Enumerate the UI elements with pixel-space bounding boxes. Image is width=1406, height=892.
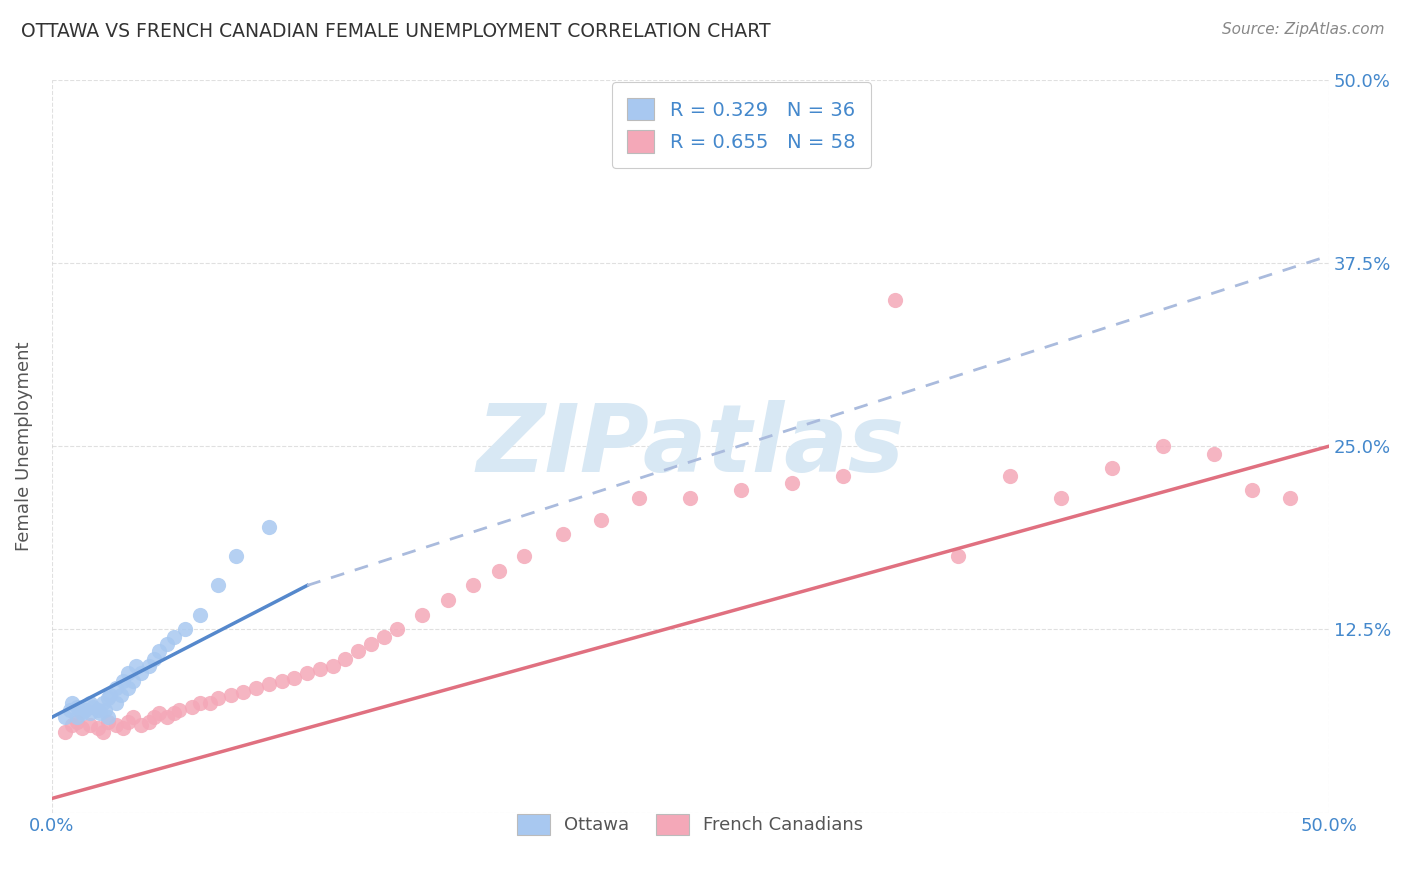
Point: [66, 700, 89, 714]
Point: [309, 662, 332, 676]
Point: [1202, 447, 1225, 461]
Legend: Ottawa, French Canadians: Ottawa, French Canadians: [508, 805, 872, 844]
Point: [335, 651, 357, 665]
Point: [104, 681, 127, 695]
Point: [589, 512, 612, 526]
Point: [79, 717, 101, 731]
Point: [169, 703, 191, 717]
Y-axis label: Female Unemployment: Female Unemployment: [15, 342, 32, 551]
Point: [411, 607, 433, 622]
Point: [148, 644, 170, 658]
Point: [104, 717, 127, 731]
Point: [138, 714, 160, 729]
Point: [257, 676, 280, 690]
Point: [60, 696, 83, 710]
Point: [463, 578, 485, 592]
Point: [295, 666, 318, 681]
Point: [225, 549, 247, 564]
Point: [385, 623, 408, 637]
Point: [91, 696, 114, 710]
Point: [91, 725, 114, 739]
Point: [97, 710, 120, 724]
Point: [60, 717, 83, 731]
Point: [110, 689, 132, 703]
Point: [100, 689, 122, 703]
Point: [125, 659, 148, 673]
Point: [87, 703, 110, 717]
Point: [87, 721, 110, 735]
Point: [66, 710, 89, 724]
Point: [551, 527, 574, 541]
Point: [373, 630, 395, 644]
Point: [89, 706, 111, 720]
Text: OTTAWA VS FRENCH CANADIAN FEMALE UNEMPLOYMENT CORRELATION CHART: OTTAWA VS FRENCH CANADIAN FEMALE UNEMPLO…: [21, 22, 770, 41]
Point: [883, 293, 905, 307]
Point: [730, 483, 752, 498]
Point: [998, 468, 1021, 483]
Point: [1241, 483, 1264, 498]
Point: [122, 710, 145, 724]
Point: [53, 725, 76, 739]
Point: [104, 696, 127, 710]
Point: [117, 714, 139, 729]
Point: [948, 549, 970, 564]
Point: [156, 637, 179, 651]
Point: [117, 681, 139, 695]
Text: ZIPatlas: ZIPatlas: [477, 401, 904, 492]
Point: [488, 564, 510, 578]
Point: [1101, 461, 1123, 475]
Point: [72, 706, 94, 720]
Point: [322, 659, 344, 673]
Point: [79, 696, 101, 710]
Point: [79, 706, 101, 720]
Point: [82, 700, 104, 714]
Point: [173, 623, 195, 637]
Point: [679, 491, 702, 505]
Point: [112, 673, 135, 688]
Point: [513, 549, 536, 564]
Point: [1049, 491, 1071, 505]
Point: [628, 491, 651, 505]
Point: [270, 673, 292, 688]
Point: [232, 685, 254, 699]
Point: [94, 703, 117, 717]
Point: [198, 696, 221, 710]
Point: [53, 710, 76, 724]
Point: [142, 710, 165, 724]
Point: [207, 578, 229, 592]
Point: [832, 468, 855, 483]
Point: [117, 666, 139, 681]
Point: [188, 696, 211, 710]
Text: Source: ZipAtlas.com: Source: ZipAtlas.com: [1222, 22, 1385, 37]
Point: [72, 721, 94, 735]
Point: [283, 671, 305, 685]
Point: [360, 637, 382, 651]
Point: [257, 520, 280, 534]
Point: [142, 651, 165, 665]
Point: [1279, 491, 1302, 505]
Point: [129, 666, 152, 681]
Point: [122, 673, 145, 688]
Point: [148, 706, 170, 720]
Point: [66, 714, 89, 729]
Point: [782, 475, 804, 490]
Point: [138, 659, 160, 673]
Point: [163, 630, 186, 644]
Point: [156, 710, 179, 724]
Point: [112, 721, 135, 735]
Point: [129, 717, 152, 731]
Point: [436, 593, 458, 607]
Point: [59, 703, 82, 717]
Point: [73, 703, 96, 717]
Point: [188, 607, 211, 622]
Point: [1152, 439, 1174, 453]
Point: [97, 691, 120, 706]
Point: [163, 706, 186, 720]
Point: [245, 681, 267, 695]
Point: [219, 689, 242, 703]
Point: [347, 644, 370, 658]
Point: [207, 691, 229, 706]
Point: [181, 700, 204, 714]
Point: [97, 714, 120, 729]
